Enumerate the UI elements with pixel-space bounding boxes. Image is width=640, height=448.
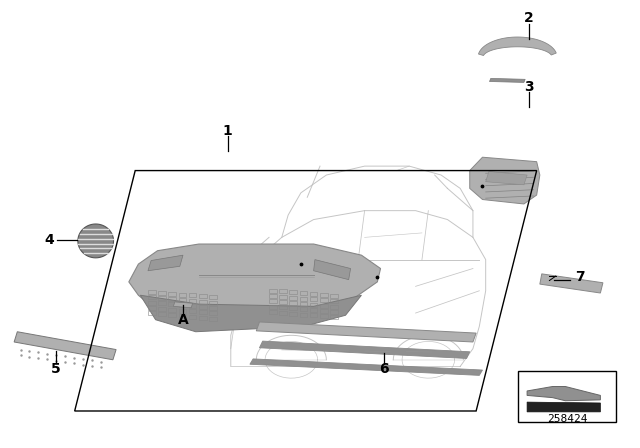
Bar [148,306,156,310]
Polygon shape [490,78,525,82]
Text: 4: 4 [44,233,54,246]
Bar [300,307,307,311]
Bar [279,306,287,310]
Text: 5: 5 [51,362,60,376]
Bar [269,289,276,293]
Polygon shape [527,387,600,401]
Polygon shape [129,244,381,320]
Bar [320,309,328,313]
Polygon shape [479,37,556,56]
Bar [168,292,176,296]
Bar [189,315,196,319]
Bar [179,314,186,318]
Polygon shape [148,255,183,271]
Bar [168,308,176,312]
Bar [189,310,196,314]
Bar [148,311,156,315]
Bar [330,305,338,309]
Bar [330,299,338,303]
Polygon shape [140,295,362,332]
Bar [179,309,186,313]
Bar [199,300,207,304]
Bar [310,297,317,302]
Bar [209,295,217,299]
Bar [179,293,186,297]
Bar [269,310,276,314]
Bar [289,290,297,294]
Bar [289,296,297,300]
Bar [289,301,297,305]
Bar [179,303,186,307]
Text: A: A [178,313,188,327]
Polygon shape [470,157,540,204]
Bar [289,312,297,316]
Bar [209,301,217,305]
Polygon shape [314,260,351,280]
Bar [168,302,176,306]
Bar [330,294,338,298]
Bar [148,290,156,294]
Polygon shape [256,322,476,342]
Polygon shape [486,172,527,185]
Bar [189,299,196,303]
Bar [148,295,156,299]
Bar [279,300,287,304]
Bar [199,305,207,309]
Polygon shape [14,332,116,360]
Text: 1: 1 [223,124,232,138]
Bar [189,293,196,297]
Bar [209,311,217,315]
Polygon shape [78,224,113,258]
Bar [300,313,307,317]
Bar [269,294,276,298]
Bar [330,310,338,314]
Bar [279,311,287,315]
Bar [158,312,166,316]
Bar [310,292,317,296]
Text: 7: 7 [575,271,584,284]
Bar [300,291,307,295]
Bar [320,314,328,319]
Text: 258424: 258424 [547,414,588,424]
Text: 6: 6 [379,362,388,376]
Bar [168,313,176,317]
Polygon shape [540,274,603,293]
Bar [158,291,166,295]
Bar [158,296,166,300]
Polygon shape [250,359,483,375]
Bar [310,303,317,307]
Bar [168,297,176,301]
Bar [269,299,276,303]
Bar [189,304,196,308]
Bar [279,295,287,299]
Bar [320,304,328,308]
Bar [320,293,328,297]
Text: 3: 3 [524,80,534,94]
Polygon shape [173,302,193,308]
Bar [158,302,166,306]
Bar [199,316,207,320]
Bar [330,315,338,319]
Bar [310,308,317,312]
Bar [320,298,328,302]
Bar [209,317,217,321]
Bar [300,302,307,306]
Polygon shape [527,402,600,412]
Bar [209,306,217,310]
Bar [279,289,287,293]
Bar [518,371,616,422]
Polygon shape [259,341,470,358]
Bar [310,314,317,318]
Bar [269,305,276,309]
Bar [300,297,307,301]
Text: 2: 2 [524,11,534,25]
Bar [199,310,207,314]
Bar [199,294,207,298]
Bar [158,307,166,311]
Bar [148,301,156,305]
Bar [179,298,186,302]
Bar [289,306,297,310]
